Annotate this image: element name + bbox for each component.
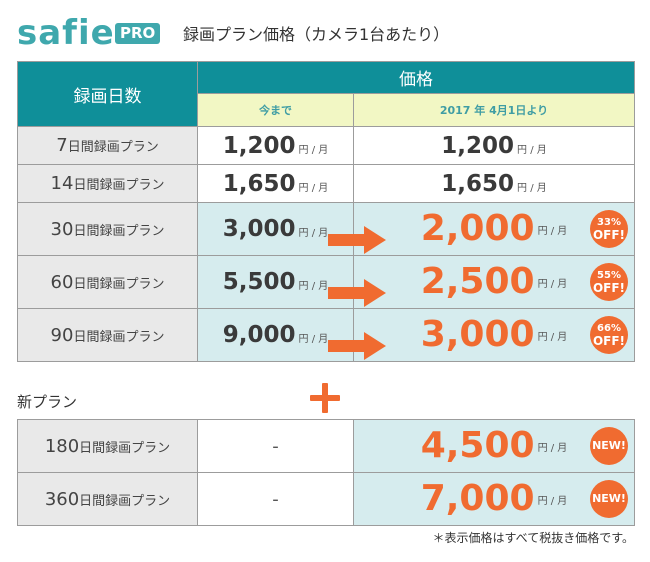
new-price: 2,000 円 / 月 33% OFF! <box>353 202 635 256</box>
new-plan-table: 180日間録画プラン - 4,500 円 / 月 NEW! 360日間録画プラン … <box>17 419 635 526</box>
plan-name: 90日間録画プラン <box>17 308 198 362</box>
safie-logo: safie <box>17 13 115 53</box>
new-badge: NEW! <box>590 480 628 518</box>
table-row: 7日間録画プラン 1,200 円 / 月 1,200 円 / 月 <box>17 126 635 165</box>
price-table: 録画日数 価格 今まで 2017 年 4月1日より 7日間録画プラン 1,200… <box>17 61 635 362</box>
current-price: 5,500 円 / 月 <box>197 255 354 309</box>
header-new-price: 2017 年 4月1日より <box>353 93 635 127</box>
new-price: 7,000 円 / 月 NEW! <box>353 472 635 526</box>
plus-icon <box>310 383 340 413</box>
discount-badge: 33% OFF! <box>590 210 628 248</box>
new-badge: NEW! <box>590 427 628 465</box>
current-price: 3,000 円 / 月 <box>197 202 354 256</box>
plan-name: 360日間録画プラン <box>17 472 198 526</box>
current-price: 1,650 円 / 月 <box>197 164 354 203</box>
plan-name: 180日間録画プラン <box>17 419 198 473</box>
new-price: 2,500 円 / 月 55% OFF! <box>353 255 635 309</box>
arrow-right-icon <box>328 226 386 254</box>
current-price: 9,000 円 / 月 <box>197 308 354 362</box>
plan-name: 60日間録画プラン <box>17 255 198 309</box>
header-current-price: 今まで <box>197 93 354 127</box>
arrow-right-icon <box>328 279 386 307</box>
discount-badge: 66% OFF! <box>590 316 628 354</box>
table-row: 90日間録画プラン 9,000 円 / 月 3,000 円 / 月 66% OFF! <box>17 308 635 362</box>
current-price: - <box>197 419 354 473</box>
table-row: 360日間録画プラン - 7,000 円 / 月 NEW! <box>17 472 635 526</box>
plan-name: 14日間録画プラン <box>17 164 198 203</box>
plan-name: 7日間録画プラン <box>17 126 198 165</box>
current-price: - <box>197 472 354 526</box>
new-price: 1,650 円 / 月 <box>353 164 635 203</box>
arrow-right-icon <box>328 332 386 360</box>
plan-name: 30日間録画プラン <box>17 202 198 256</box>
header-plan: 録画日数 <box>17 61 198 127</box>
table-row: 60日間録画プラン 5,500 円 / 月 2,500 円 / 月 55% OFF! <box>17 255 635 309</box>
pro-badge: PRO <box>115 23 161 44</box>
new-price: 1,200 円 / 月 <box>353 126 635 165</box>
new-price: 3,000 円 / 月 66% OFF! <box>353 308 635 362</box>
table-row: 14日間録画プラン 1,650 円 / 月 1,650 円 / 月 <box>17 164 635 203</box>
new-price: 4,500 円 / 月 NEW! <box>353 419 635 473</box>
footnote: ＊表示価格はすべて税抜き価格です。 <box>432 531 634 545</box>
discount-badge: 55% OFF! <box>590 263 628 301</box>
current-price: 1,200 円 / 月 <box>197 126 354 165</box>
page-title: 録画プラン価格（カメラ1台あたり） <box>183 25 450 44</box>
header-price: 価格 <box>197 61 635 94</box>
new-plan-label: 新プラン <box>17 393 78 411</box>
page-header: safie PRO 録画プラン価格（カメラ1台あたり） <box>17 14 637 52</box>
table-row: 30日間録画プラン 3,000 円 / 月 2,000 円 / 月 33% OFF! <box>17 202 635 256</box>
table-row: 180日間録画プラン - 4,500 円 / 月 NEW! <box>17 419 635 473</box>
